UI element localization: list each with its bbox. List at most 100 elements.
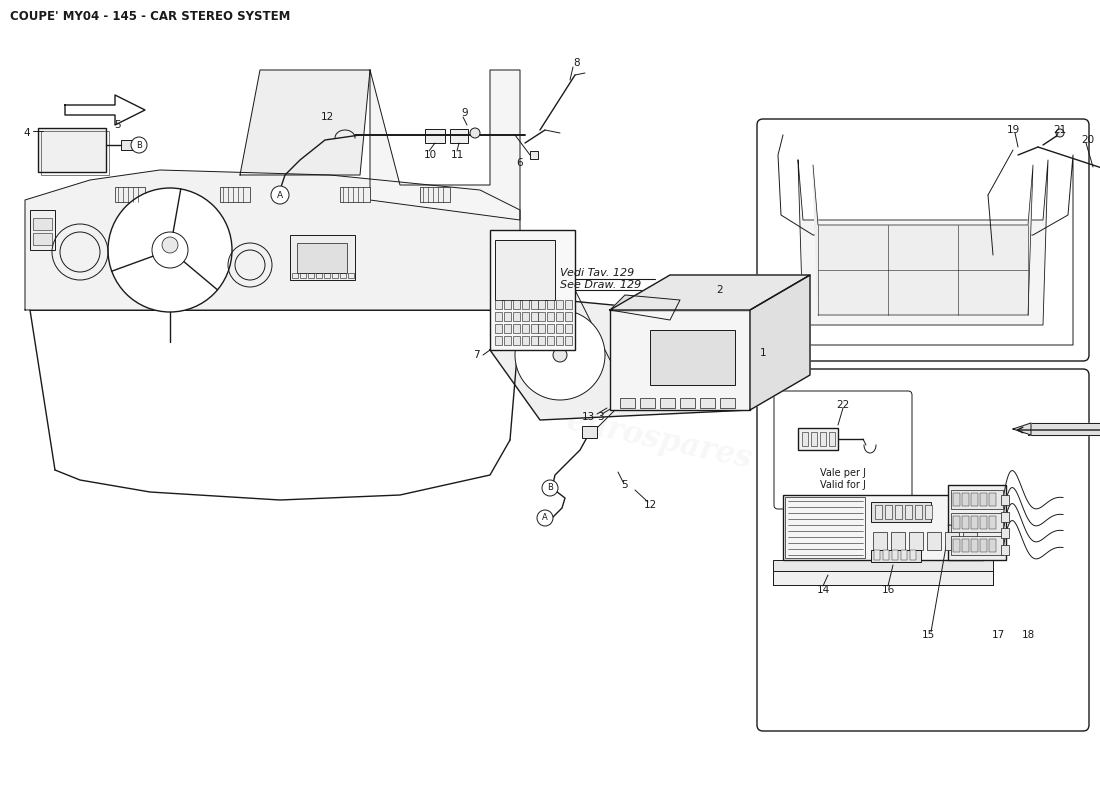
- Bar: [980, 493, 987, 506]
- FancyBboxPatch shape: [774, 391, 912, 509]
- Bar: [495, 324, 502, 333]
- Bar: [1001, 528, 1009, 538]
- Bar: [874, 505, 882, 519]
- FancyBboxPatch shape: [757, 119, 1089, 361]
- Bar: [962, 493, 969, 506]
- Circle shape: [152, 232, 188, 268]
- Bar: [953, 493, 960, 506]
- Polygon shape: [240, 70, 370, 175]
- Circle shape: [162, 237, 178, 253]
- Polygon shape: [370, 70, 520, 220]
- Bar: [883, 550, 889, 560]
- Bar: [33, 233, 52, 245]
- Circle shape: [108, 188, 232, 312]
- Text: 10: 10: [424, 150, 437, 160]
- Bar: [971, 539, 978, 552]
- Circle shape: [1056, 129, 1064, 137]
- Bar: [640, 398, 654, 408]
- Bar: [220, 187, 250, 202]
- Circle shape: [131, 137, 147, 153]
- Bar: [650, 330, 735, 385]
- Bar: [565, 300, 572, 309]
- Bar: [915, 505, 922, 519]
- Text: 19: 19: [1006, 125, 1020, 135]
- Text: 22: 22: [836, 400, 849, 410]
- Bar: [504, 324, 512, 333]
- Bar: [953, 539, 960, 552]
- Bar: [538, 300, 544, 309]
- Bar: [925, 505, 932, 519]
- Bar: [971, 493, 978, 506]
- Polygon shape: [813, 165, 1033, 315]
- Text: 18: 18: [1022, 630, 1035, 640]
- Bar: [495, 336, 502, 345]
- Polygon shape: [610, 295, 680, 320]
- Text: 11: 11: [450, 150, 463, 160]
- Bar: [892, 550, 898, 560]
- Bar: [980, 516, 987, 529]
- Bar: [952, 513, 1003, 532]
- Circle shape: [537, 510, 553, 526]
- Bar: [522, 324, 529, 333]
- Bar: [901, 550, 908, 560]
- Bar: [522, 300, 529, 309]
- Bar: [504, 300, 512, 309]
- Polygon shape: [750, 275, 810, 410]
- Bar: [547, 300, 554, 309]
- Bar: [910, 550, 916, 560]
- Bar: [962, 532, 977, 550]
- Text: 6: 6: [517, 158, 524, 168]
- Bar: [1001, 545, 1009, 555]
- Bar: [308, 273, 314, 278]
- Bar: [971, 516, 978, 529]
- Text: 16: 16: [881, 585, 894, 595]
- Bar: [547, 324, 554, 333]
- Polygon shape: [610, 275, 810, 310]
- Text: 8: 8: [574, 58, 581, 68]
- Bar: [531, 336, 538, 345]
- Bar: [538, 312, 544, 321]
- Bar: [927, 532, 940, 550]
- Bar: [547, 312, 554, 321]
- Bar: [420, 187, 450, 202]
- Circle shape: [470, 128, 480, 138]
- Text: 9: 9: [462, 108, 469, 118]
- Text: 14: 14: [816, 585, 829, 595]
- Polygon shape: [1013, 423, 1031, 435]
- Polygon shape: [65, 95, 145, 125]
- Bar: [425, 129, 446, 143]
- Bar: [41, 131, 109, 175]
- Circle shape: [515, 310, 605, 400]
- Bar: [504, 336, 512, 345]
- Polygon shape: [25, 170, 520, 310]
- Bar: [582, 426, 597, 438]
- Bar: [332, 273, 338, 278]
- Bar: [952, 490, 1003, 509]
- Bar: [905, 505, 912, 519]
- Bar: [871, 550, 921, 562]
- Bar: [785, 497, 865, 558]
- Bar: [292, 273, 298, 278]
- Text: eurospares: eurospares: [87, 180, 314, 260]
- Text: eurospares: eurospares: [346, 195, 573, 275]
- Text: B: B: [136, 141, 142, 150]
- Bar: [531, 312, 538, 321]
- Text: 13: 13: [582, 412, 595, 422]
- Text: 12: 12: [644, 500, 657, 510]
- Text: 15: 15: [922, 630, 935, 640]
- Bar: [116, 187, 145, 202]
- Text: 1: 1: [760, 348, 767, 358]
- Bar: [948, 485, 1006, 560]
- Bar: [340, 187, 370, 202]
- Bar: [783, 495, 983, 560]
- Bar: [565, 324, 572, 333]
- FancyBboxPatch shape: [757, 369, 1089, 731]
- Bar: [297, 243, 346, 273]
- Text: 5: 5: [114, 120, 121, 130]
- Bar: [538, 336, 544, 345]
- Circle shape: [553, 348, 566, 362]
- Bar: [871, 502, 931, 522]
- Bar: [348, 273, 354, 278]
- Bar: [989, 516, 996, 529]
- Bar: [886, 505, 892, 519]
